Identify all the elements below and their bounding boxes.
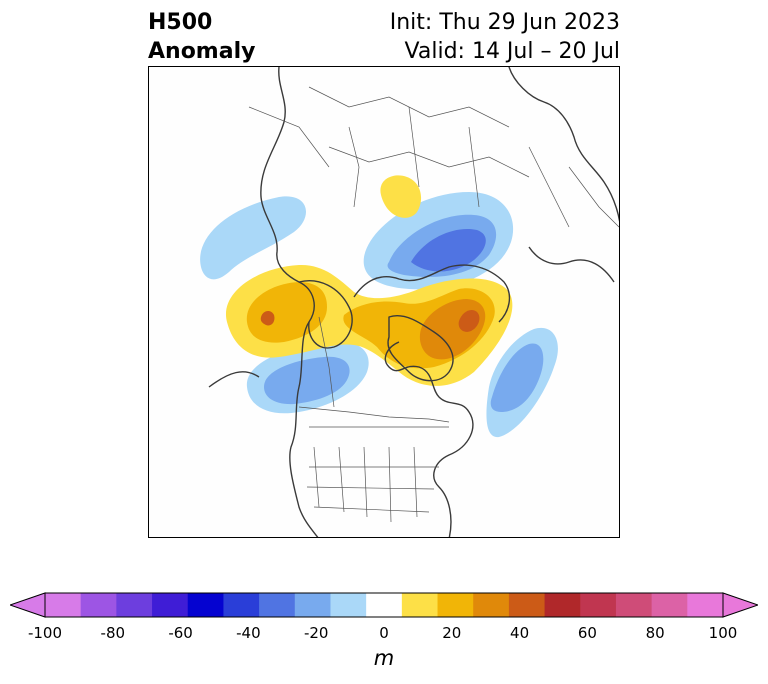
colorbar-cell [615,593,653,617]
colorbar-cell [544,593,581,617]
colorbar-cell [116,593,153,617]
colorbar-tick-label: 60 [577,624,597,642]
negative-anomaly-central [246,341,369,414]
colorbar-cell [330,593,367,617]
colorbar-cell [152,593,189,617]
colorbar-cells [45,593,724,617]
map-svg [149,67,619,537]
colorbar-cell [580,593,617,617]
colorbar-cell [401,593,439,617]
positive-anomaly-band [225,264,513,386]
colorbar-high-extension [722,592,758,618]
valid-range: Valid: 14 Jul – 20 Jul [404,39,620,64]
positive-anomaly-siberia [380,175,422,218]
colorbar-cell [80,593,117,617]
colorbar-cell [223,593,260,617]
colorbar-unit: m [373,646,395,670]
colorbar-cell [651,593,688,617]
colorbar-tick-label: 20 [442,624,462,642]
negative-anomaly-atlantic [486,327,558,438]
colorbar-cell [259,593,296,617]
positive-anomaly-regions [225,175,513,386]
colorbar-cell [366,593,403,617]
colorbar-tick-label: -80 [100,624,126,642]
colorbar-tick-label: 100 [708,624,738,642]
colorbar-cell [508,593,546,617]
negative-anomaly-northwest [200,196,306,280]
colorbar-cell [437,593,474,617]
anomaly-map [148,66,620,538]
colorbar [10,592,758,618]
colorbar-tick-label: 0 [379,624,389,642]
init-date: Init: Thu 29 Jun 2023 [389,10,620,35]
colorbar-tick-label: -20 [303,624,329,642]
coastlines [208,67,619,537]
title-line-2: Anomaly [148,39,256,64]
colorbar-tick-label: -100 [27,624,63,642]
colorbar-cell [187,593,224,617]
colorbar-low-extension [10,592,46,618]
colorbar-outline [44,592,724,618]
colorbar-tick-label: 40 [510,624,530,642]
colorbar-cell [473,593,510,617]
colorbar-tick-label: -60 [168,624,193,642]
date-info: Init: Thu 29 Jun 2023 Valid: 14 Jul – 20… [390,8,620,66]
colorbar-tick-labels: -100 -80 -60 -40 -20 0 20 40 60 80 100 [0,624,768,644]
colorbar-tick-label: -40 [236,624,261,642]
title-line-1: H500 [148,10,213,35]
colorbar-tick-label: 80 [645,624,665,642]
country-borders [248,86,619,523]
chart-title: H500 Anomaly [148,8,255,66]
colorbar-cell [687,593,724,617]
colorbar-cell [45,593,82,617]
colorbar-cell [294,593,331,617]
